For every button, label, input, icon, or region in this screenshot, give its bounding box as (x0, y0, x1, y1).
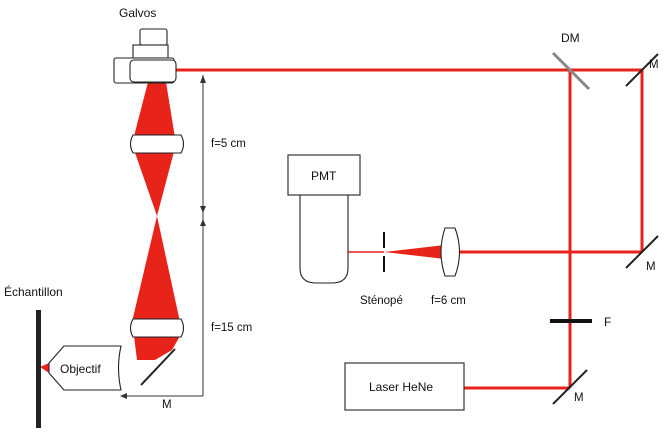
beam-cone-top (132, 82, 176, 144)
pmt-label: PMT (311, 169, 337, 183)
focal-length-label-5cm: f=5 cm (211, 138, 246, 150)
mirror-bottom-right-label: M (646, 261, 656, 273)
laser-label: Laser HeNe (369, 380, 433, 394)
pmt-head (287, 154, 361, 196)
laser-beam-paths (40, 68, 644, 390)
mirror-laser-label: M (574, 392, 584, 404)
pmt-detector: PMT (287, 154, 361, 284)
sample-slide (36, 310, 41, 428)
beam-cone-converge (132, 144, 176, 216)
laser-source: Laser HeNe (344, 362, 465, 411)
mirror-laser: M (552, 369, 588, 405)
pinhole-label: Sténopé (360, 295, 403, 307)
beam-cone-diverge (132, 216, 180, 322)
focal-dimension-markers: f=5 cm f=15 cm (120, 75, 252, 399)
laser-box (344, 362, 465, 411)
objective-lens: Objectif (48, 345, 122, 391)
filter-label: F (604, 315, 611, 329)
detection-lens-label: f=6 cm (431, 295, 466, 307)
focal-length-label-15cm: f=15 cm (211, 322, 252, 334)
objective-label: Objectif (60, 362, 101, 376)
mirror-top-right-label: M (649, 59, 659, 71)
galvo-neck (132, 44, 169, 59)
scan-lens-f15 (129, 318, 185, 338)
galvos-scanner: Galvos (113, 6, 177, 84)
galvo-top-block (139, 28, 168, 46)
sample-label: Échantillon (4, 284, 63, 299)
objective-mirror (140, 348, 176, 386)
galvo-head (129, 59, 177, 83)
beam-focus-to-pinhole (384, 245, 445, 259)
detection-lens: f=6 cm (431, 227, 466, 307)
dichroic-mirror-label: DM (561, 31, 580, 45)
sample-stage: Échantillon (4, 284, 63, 428)
pinhole: Sténopé (360, 232, 403, 307)
pmt-tube (299, 194, 349, 284)
filter: F (550, 315, 611, 329)
scan-lens-f5 (129, 134, 185, 154)
objective-mirror-label: M (162, 399, 172, 411)
beam-focus-spot (40, 363, 49, 373)
galvos-label: Galvos (119, 6, 156, 20)
mirror-bottom-right: M (625, 235, 659, 273)
mirror-top-right: M (625, 53, 659, 87)
dichroic-mirror: DM (551, 31, 591, 91)
beam-below-lens2 (134, 336, 180, 360)
